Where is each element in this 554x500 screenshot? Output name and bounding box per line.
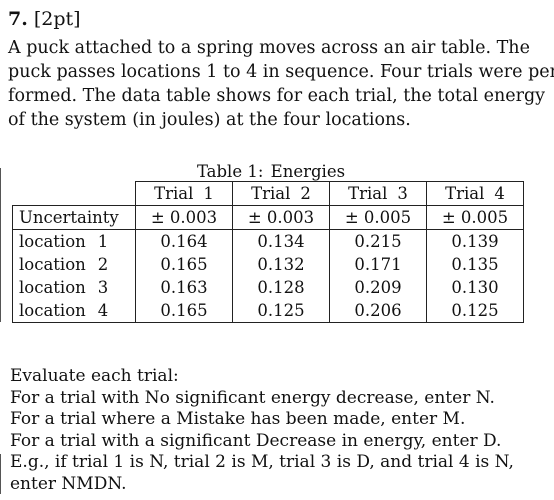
uncertainty-value: ± 0.005 (329, 205, 427, 230)
energy-cell: 0.125 (232, 299, 330, 323)
trial-header-1: Trial 1 (135, 181, 233, 206)
instruction-line: enter NMDN. (10, 473, 127, 494)
instruction-line: For a trial with No significant energy d… (10, 387, 495, 408)
table-row: location 2 0.165 0.132 0.171 0.135 (12, 253, 524, 276)
uncertainty-row: Uncertainty ± 0.003 ± 0.003 ± 0.005 ± 0.… (12, 205, 524, 230)
energy-cell: 0.125 (426, 299, 524, 323)
instructions: Evaluate each trial: For a trial with No… (10, 366, 550, 495)
energy-cell: 0.165 (135, 253, 233, 276)
margin-rule (0, 168, 1, 322)
location-label: location 3 (12, 276, 136, 299)
question-points: [2pt] (33, 8, 81, 30)
table-caption-label: Table 1: (196, 162, 264, 181)
trial-header-4: Trial 4 (426, 181, 524, 206)
intro-line: puck passes locations 1 to 4 in sequence… (8, 62, 554, 82)
trial-header-2: Trial 2 (232, 181, 330, 206)
energy-cell: 0.165 (135, 299, 233, 323)
table-caption-title: Energies (270, 162, 346, 181)
intro-line: formed. The data table shows for each tr… (8, 86, 546, 106)
instruction-line: Evaluate each trial: (10, 366, 179, 386)
energy-cell: 0.215 (329, 229, 427, 253)
energy-cell: 0.132 (232, 253, 330, 276)
table-row: location 1 0.164 0.134 0.215 0.139 (12, 229, 524, 253)
table-row: location 4 0.165 0.125 0.206 0.125 (12, 299, 524, 323)
energy-cell: 0.128 (232, 276, 330, 299)
intro-line: of the system (in joules) at the four lo… (8, 110, 411, 130)
question-heading: 7. [2pt] (8, 6, 81, 32)
cropped-text-top: ​ (0, 0, 554, 6)
table-row: location 3 0.163 0.128 0.209 0.130 (12, 276, 524, 299)
location-label: location 1 (12, 229, 136, 253)
instruction-line: For a trial with a significant Decrease … (10, 430, 502, 451)
margin-rule (0, 454, 1, 494)
instruction-line: For a trial where a Mistake has been mad… (10, 409, 466, 429)
energy-cell: 0.171 (329, 253, 427, 276)
question-number: 7. (8, 8, 28, 30)
trial-header-3: Trial 3 (329, 181, 427, 206)
uncertainty-value: ± 0.003 (135, 205, 233, 230)
location-label: location 2 (12, 253, 136, 276)
energy-cell: 0.135 (426, 253, 524, 276)
energy-cell: 0.163 (135, 276, 233, 299)
energies-table: Trial 1 Trial 2 Trial 3 Trial 4 Uncertainty … (12, 181, 524, 323)
instruction-line: E.g., if trial 1 is N, trial 2 is M, tri… (10, 452, 514, 472)
energy-cell: 0.164 (135, 229, 233, 253)
question-intro: A puck attached to a spring moves across… (8, 36, 554, 132)
uncertainty-label: Uncertainty (12, 205, 136, 230)
header-blank-cell (12, 181, 136, 206)
uncertainty-value: ± 0.005 (426, 205, 524, 230)
energy-cell: 0.134 (232, 229, 330, 253)
uncertainty-value: ± 0.003 (232, 205, 330, 230)
energy-cell: 0.209 (329, 276, 427, 299)
intro-line: A puck attached to a spring moves across… (8, 38, 530, 58)
table-caption: Table 1: Energies (0, 162, 540, 182)
energy-cell: 0.206 (329, 299, 427, 323)
energy-cell: 0.139 (426, 229, 524, 253)
location-label: location 4 (12, 299, 136, 323)
energy-cell: 0.130 (426, 276, 524, 299)
table-header-row: Trial 1 Trial 2 Trial 3 Trial 4 (12, 181, 524, 206)
